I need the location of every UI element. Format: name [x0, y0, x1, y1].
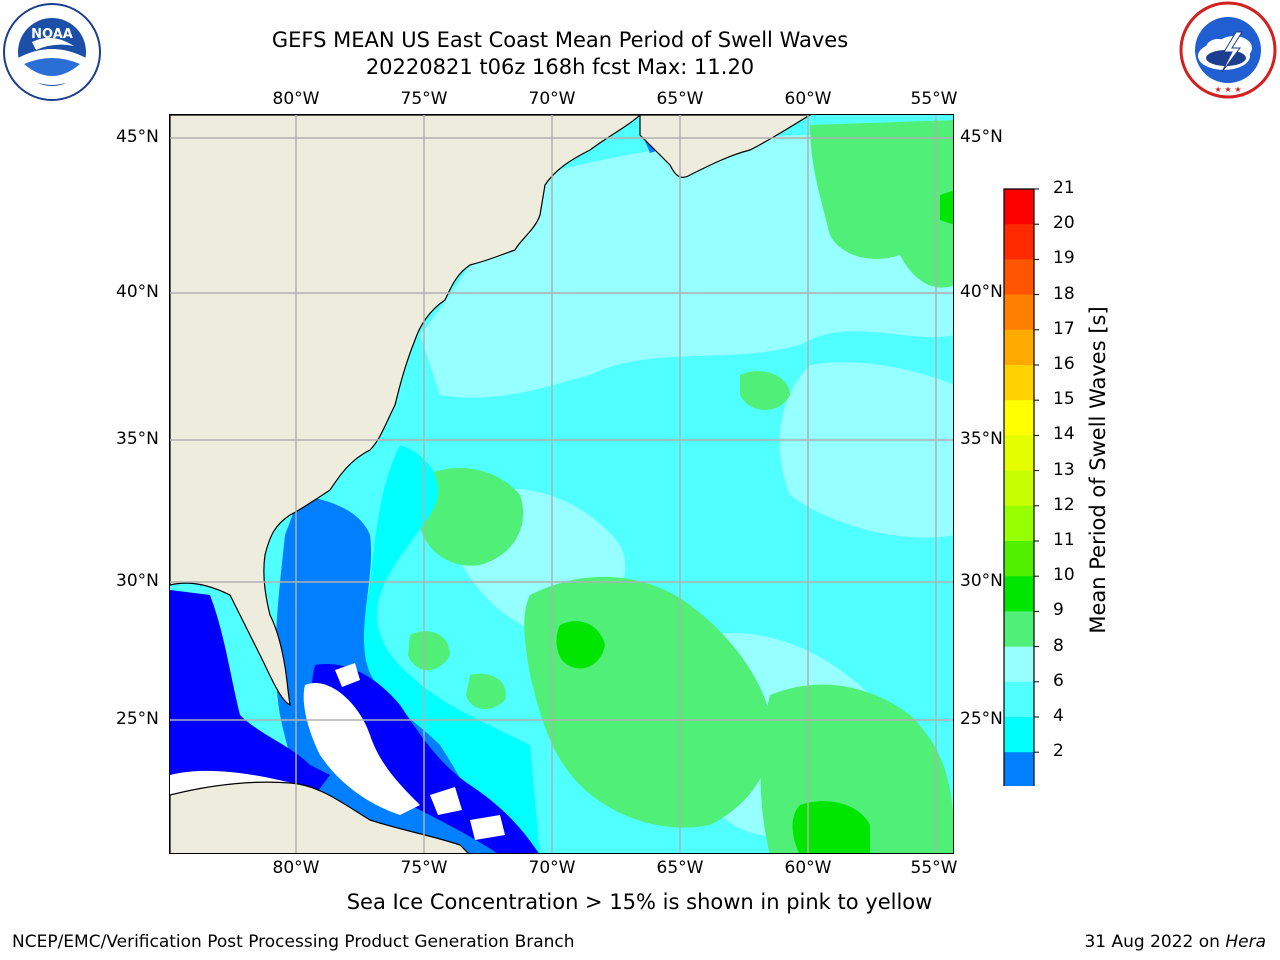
- colorbar-tick-label: 10: [1053, 565, 1075, 586]
- colorbar-swatch: [1004, 294, 1034, 331]
- lon-label-bottom-70w: 70°W: [528, 858, 576, 878]
- colorbar-tick-label: 12: [1053, 494, 1075, 515]
- run-date: 31 Aug 2022 on Hera: [1084, 932, 1266, 952]
- colorbar-swatch: [1004, 470, 1034, 507]
- lat-label-right-40n: 40°N: [960, 282, 1003, 302]
- colorbar-tick-label: 18: [1053, 283, 1075, 304]
- land-cuba: [170, 781, 469, 853]
- lon-label-top-65w: 65°W: [656, 89, 704, 109]
- colorbar-tick-label: 21: [1053, 178, 1075, 198]
- colorbar-swatch: [1004, 576, 1034, 612]
- lat-label-right-25n: 25°N: [960, 709, 1003, 729]
- colorbar-swatch: [1004, 611, 1034, 648]
- land-canadian-maritimes: [639, 115, 812, 178]
- noaa-logo-text: NOAA: [31, 27, 73, 42]
- colorbar-tick-label: 2: [1053, 741, 1064, 762]
- colorbar-swatch: [1004, 717, 1034, 753]
- lat-label-left-45n: 45°N: [116, 127, 159, 147]
- colorbar-swatch: [1004, 505, 1034, 542]
- lon-label-top-70w: 70°W: [528, 89, 576, 109]
- nws-logo: ★ ★ ★: [1179, 1, 1277, 99]
- colorbar-swatch: [1004, 435, 1034, 472]
- noaa-logo: NOAA: [3, 3, 101, 101]
- colorbar-tick-label: 20: [1053, 213, 1075, 234]
- colorbar-swatch: [1004, 400, 1034, 436]
- lon-label-top-80w: 80°W: [272, 89, 320, 109]
- lat-label-right-45n: 45°N: [960, 127, 1003, 147]
- colorbar-swatch: [1004, 365, 1034, 401]
- colorbar-tick-label: 19: [1053, 248, 1075, 269]
- colorbar-swatch: [1004, 646, 1034, 683]
- colorbar-tick-label: 8: [1053, 635, 1064, 656]
- host-name: Hera: [1225, 932, 1266, 952]
- colorbar-swatch: [1004, 224, 1034, 260]
- lon-label-bottom-80w: 80°W: [272, 858, 320, 878]
- colorbar-swatch: [1004, 329, 1034, 366]
- lon-label-bottom-75w: 75°W: [400, 858, 448, 878]
- lon-label-top-60w: 60°W: [784, 89, 832, 109]
- svg-text:★ ★ ★: ★ ★ ★: [1214, 85, 1241, 94]
- producer-credit: NCEP/EMC/Verification Post Processing Pr…: [12, 932, 575, 952]
- lon-label-bottom-60w: 60°W: [784, 858, 832, 878]
- colorbar-tick-label: 15: [1053, 389, 1075, 410]
- graticule: [170, 115, 953, 853]
- sea-ice-note: Sea Ice Concentration > 15% is shown in …: [346, 890, 933, 914]
- colorbar-tick-label: 11: [1053, 530, 1075, 550]
- lat-label-left-25n: 25°N: [116, 709, 159, 729]
- lat-label-left-30n: 30°N: [116, 571, 159, 591]
- colorbar-tick-label: 13: [1053, 459, 1075, 480]
- lat-label-left-35n: 35°N: [116, 429, 159, 449]
- map-svg: [170, 115, 953, 853]
- map-subtitle: 20220821 t06z 168h fcst Max: 11.20: [365, 55, 755, 79]
- lat-label-left-40n: 40°N: [116, 282, 159, 302]
- colorbar-swatch: [1004, 541, 1034, 577]
- colorbar-tick-label: 14: [1053, 424, 1075, 445]
- colorbar-tick-label: 9: [1053, 600, 1064, 621]
- colorbar-tick-label: 4: [1053, 706, 1064, 726]
- run-date-text: 31 Aug 2022 on: [1084, 932, 1220, 952]
- land-us-east-coast: [170, 115, 641, 707]
- colorbar-frame: [1003, 188, 1035, 786]
- lon-label-top-55w: 55°W: [910, 89, 958, 109]
- colorbar-swatch: [1004, 259, 1034, 296]
- colorbar-label: Mean Period of Swell Waves [s]: [1086, 306, 1110, 634]
- colorbar-swatch: [1004, 752, 1034, 786]
- lat-label-right-30n: 30°N: [960, 571, 1003, 591]
- colorbar-tick-label: 16: [1053, 354, 1075, 374]
- colorbar-swatch: [1004, 189, 1034, 225]
- colorbar-tick-label: 6: [1053, 670, 1064, 691]
- lon-label-bottom-55w: 55°W: [910, 858, 958, 878]
- swell-10-11s-zones: [556, 190, 953, 853]
- colorbar: [1003, 188, 1039, 786]
- lon-label-top-75w: 75°W: [400, 89, 448, 109]
- map-title: GEFS MEAN US East Coast Mean Period of S…: [271, 28, 849, 52]
- map-panel: [169, 114, 954, 854]
- lat-label-right-35n: 35°N: [960, 429, 1003, 449]
- lon-label-bottom-65w: 65°W: [656, 858, 704, 878]
- colorbar-swatch: [1004, 681, 1034, 718]
- colorbar-tick-label: 17: [1053, 318, 1075, 339]
